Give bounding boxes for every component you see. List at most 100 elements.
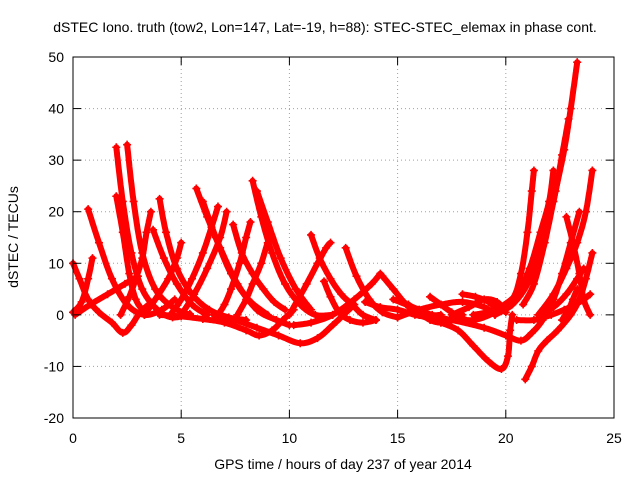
data-point-marker	[320, 277, 329, 286]
data-point-marker	[471, 292, 480, 301]
data-point-marker	[551, 187, 560, 196]
data-point-marker	[389, 285, 398, 294]
data-point-marker	[125, 292, 134, 301]
data-point-marker	[248, 176, 257, 185]
data-point-marker	[516, 269, 525, 278]
series-trace	[559, 286, 581, 323]
series-arc-10	[149, 225, 212, 319]
data-point-marker	[140, 310, 149, 319]
data-point-marker	[367, 279, 376, 288]
data-point-marker	[512, 316, 521, 325]
data-point-marker	[527, 187, 536, 196]
data-point-marker	[107, 318, 116, 327]
y-tick-label: 0	[56, 307, 64, 323]
data-point-marker	[296, 339, 305, 348]
data-point-marker	[209, 310, 218, 319]
data-point-marker	[484, 297, 493, 306]
data-point-marker	[112, 143, 121, 152]
data-point-marker	[248, 279, 257, 288]
data-point-marker	[107, 274, 116, 283]
series-arc-44	[534, 166, 597, 319]
data-point-marker	[125, 269, 134, 278]
data-point-marker	[573, 274, 582, 283]
data-point-marker	[222, 207, 231, 216]
data-point-marker	[151, 295, 160, 304]
data-point-marker	[313, 334, 322, 343]
data-point-marker	[285, 310, 294, 319]
data-point-marker	[393, 305, 402, 314]
data-point-marker	[276, 254, 285, 263]
data-point-marker	[153, 305, 162, 314]
data-point-marker	[281, 305, 290, 314]
data-point-marker	[371, 316, 380, 325]
data-point-marker	[315, 254, 324, 263]
data-point-marker	[235, 259, 244, 268]
data-point-marker	[527, 328, 536, 337]
data-point-marker	[337, 290, 346, 299]
data-point-marker	[497, 365, 506, 374]
data-point-marker	[549, 290, 558, 299]
series-trace	[290, 270, 384, 329]
data-point-marker	[172, 279, 181, 288]
ticks: 0 5 10 15 20 25 -20 -10 0 10 20 30 40 50	[44, 49, 622, 446]
data-point-marker	[326, 238, 335, 247]
data-point-marker	[352, 272, 361, 281]
data-point-marker	[480, 303, 489, 312]
series-trace	[70, 255, 96, 316]
data-point-marker	[527, 362, 536, 371]
data-point-marker	[389, 295, 398, 304]
data-point-marker	[586, 290, 595, 299]
data-point-marker	[149, 225, 158, 234]
data-point-marker	[155, 310, 164, 319]
data-point-marker	[205, 305, 214, 314]
data-point-marker	[203, 264, 212, 273]
data-point-marker	[302, 279, 311, 288]
y-tick-label: -20	[44, 410, 64, 426]
data-point-marker	[350, 295, 359, 304]
data-point-marker	[255, 331, 264, 340]
data-point-marker	[198, 197, 207, 206]
data-point-marker	[281, 279, 290, 288]
data-point-marker	[94, 308, 103, 317]
data-point-marker	[252, 187, 261, 196]
data-point-marker	[447, 313, 456, 322]
series-arc-11	[140, 238, 186, 319]
data-point-marker	[562, 264, 571, 273]
data-point-marker	[294, 295, 303, 304]
data-point-marker	[404, 300, 413, 309]
data-point-marker	[103, 290, 112, 299]
data-point-marker	[568, 238, 577, 247]
y-tick-label: 20	[48, 204, 64, 220]
data-point-marker	[198, 314, 207, 323]
data-point-marker	[118, 328, 127, 337]
data-point-marker	[378, 272, 387, 281]
y-tick-label: 10	[48, 255, 64, 271]
data-point-marker	[307, 230, 316, 239]
data-point-marker	[142, 228, 151, 237]
data-point-marker	[252, 323, 261, 332]
data-point-marker	[155, 194, 164, 203]
data-point-marker	[75, 274, 84, 283]
series-arc-27	[289, 269, 385, 330]
x-tick-label: 15	[390, 430, 406, 446]
data-point-marker	[523, 228, 532, 237]
series-trace	[167, 203, 221, 318]
data-point-marker	[268, 248, 277, 257]
data-point-marker	[268, 233, 277, 242]
data-point-marker	[131, 295, 140, 304]
data-point-marker	[263, 310, 272, 319]
data-point-marker	[177, 238, 186, 247]
data-point-marker	[376, 303, 385, 312]
series-trace	[230, 221, 289, 313]
series-arc-22	[233, 233, 277, 319]
data-point-marker	[529, 316, 538, 325]
series-trace	[535, 167, 596, 318]
data-point-marker	[549, 303, 558, 312]
data-point-marker	[172, 254, 181, 263]
data-point-marker	[436, 300, 445, 309]
data-point-marker	[246, 218, 255, 227]
y-tick-label: 30	[48, 152, 64, 168]
data-point-marker	[291, 285, 300, 294]
chart-title: dSTEC Iono. truth (tow2, Lon=147, Lat=-1…	[53, 19, 597, 35]
